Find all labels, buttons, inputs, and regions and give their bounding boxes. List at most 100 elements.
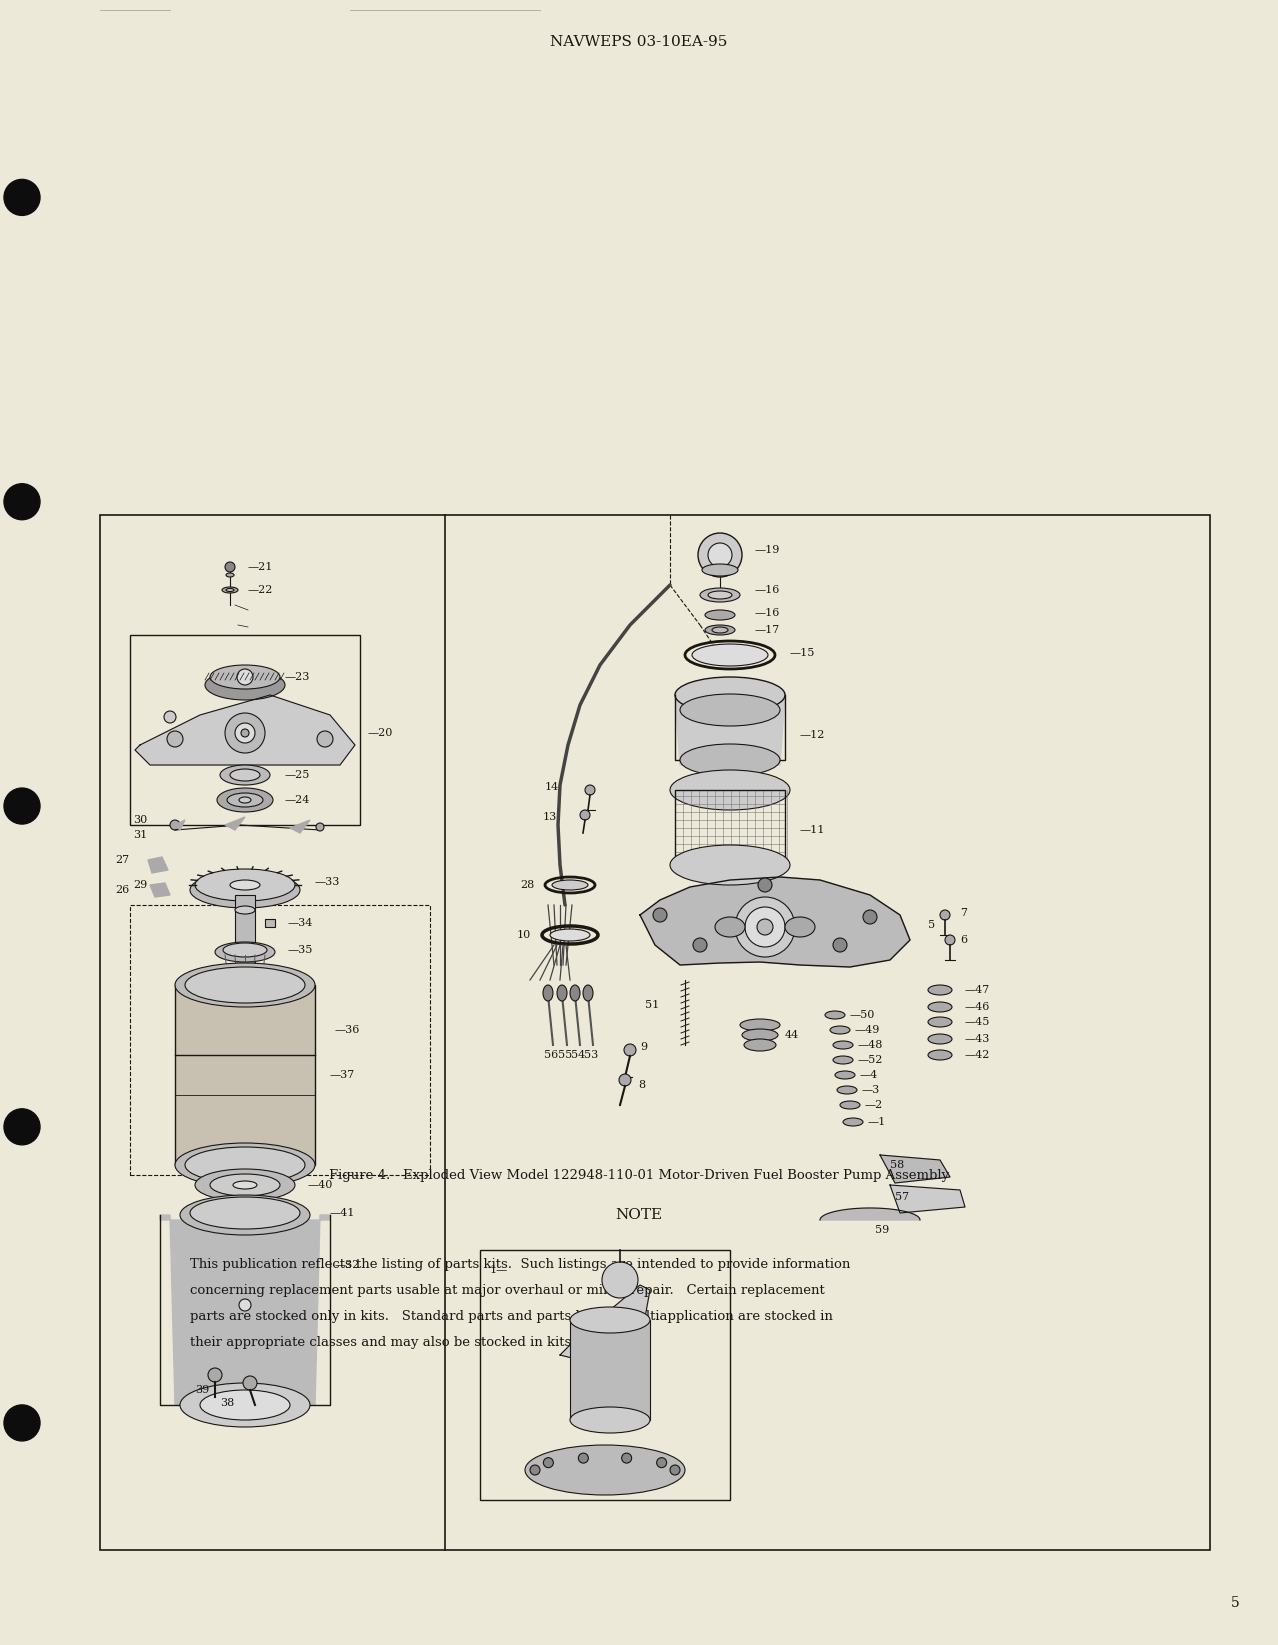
- Circle shape: [735, 897, 795, 957]
- Circle shape: [670, 1466, 680, 1476]
- Text: NOTE: NOTE: [616, 1207, 662, 1222]
- Ellipse shape: [833, 1056, 852, 1064]
- Text: 9: 9: [640, 1041, 647, 1053]
- Text: 44: 44: [785, 1030, 799, 1040]
- Circle shape: [653, 908, 667, 921]
- Circle shape: [4, 179, 40, 215]
- Ellipse shape: [550, 929, 590, 941]
- Ellipse shape: [557, 985, 567, 1002]
- Text: NAVWEPS 03-10EA-95: NAVWEPS 03-10EA-95: [551, 35, 727, 49]
- Ellipse shape: [680, 694, 780, 725]
- Text: —34: —34: [288, 918, 313, 928]
- Polygon shape: [160, 1216, 330, 1405]
- Circle shape: [4, 788, 40, 824]
- Circle shape: [602, 1262, 638, 1298]
- Circle shape: [225, 563, 235, 572]
- Text: 5: 5: [1231, 1596, 1240, 1610]
- Circle shape: [164, 711, 176, 724]
- Text: 13: 13: [543, 813, 557, 822]
- Text: 14: 14: [544, 781, 560, 791]
- Text: Figure 4.   Exploded View Model 122948-110-01 Motor-Driven Fuel Booster Pump Ass: Figure 4. Exploded View Model 122948-110…: [328, 1168, 950, 1181]
- Text: 27: 27: [115, 855, 129, 865]
- Text: 56: 56: [544, 1050, 558, 1059]
- Ellipse shape: [175, 1143, 314, 1188]
- Ellipse shape: [835, 1071, 855, 1079]
- Circle shape: [708, 543, 732, 568]
- Text: —48: —48: [858, 1040, 883, 1050]
- Text: 26: 26: [115, 885, 129, 895]
- Ellipse shape: [220, 765, 270, 785]
- Text: —43: —43: [965, 1035, 990, 1045]
- Ellipse shape: [543, 985, 553, 1002]
- Ellipse shape: [680, 744, 780, 776]
- Text: parts are stocked only in kits.   Standard parts and parts having multiapplicati: parts are stocked only in kits. Standard…: [190, 1309, 833, 1323]
- Ellipse shape: [204, 670, 285, 701]
- Circle shape: [543, 1457, 553, 1467]
- Ellipse shape: [700, 587, 740, 602]
- Polygon shape: [290, 819, 311, 832]
- Circle shape: [698, 533, 743, 577]
- Text: —15: —15: [790, 648, 815, 658]
- Circle shape: [4, 484, 40, 520]
- Bar: [130, 905, 429, 1175]
- Text: —49: —49: [855, 1025, 881, 1035]
- Text: 31: 31: [133, 831, 147, 841]
- Text: —12: —12: [800, 730, 826, 740]
- Ellipse shape: [833, 1041, 852, 1050]
- Text: —33: —33: [314, 877, 340, 887]
- Ellipse shape: [570, 1308, 651, 1332]
- Text: —4: —4: [860, 1069, 878, 1081]
- Text: —16: —16: [755, 586, 781, 595]
- Ellipse shape: [714, 916, 745, 938]
- Text: —50: —50: [850, 1010, 875, 1020]
- Ellipse shape: [239, 796, 250, 803]
- Text: —46: —46: [965, 1002, 990, 1012]
- Circle shape: [621, 1453, 631, 1462]
- Ellipse shape: [702, 564, 737, 576]
- Text: —25: —25: [285, 770, 311, 780]
- Circle shape: [530, 1466, 541, 1476]
- Text: —20: —20: [368, 729, 394, 739]
- Text: concerning replacement parts usable at major overhaul or minor repair.   Certain: concerning replacement parts usable at m…: [190, 1285, 824, 1296]
- Ellipse shape: [196, 1170, 295, 1201]
- Ellipse shape: [583, 985, 593, 1002]
- Ellipse shape: [843, 1119, 863, 1125]
- Ellipse shape: [185, 967, 305, 1003]
- Text: —42: —42: [965, 1050, 990, 1059]
- Ellipse shape: [175, 962, 314, 1007]
- Polygon shape: [675, 693, 785, 765]
- Ellipse shape: [230, 880, 259, 890]
- Text: —41: —41: [330, 1207, 355, 1217]
- Text: —35: —35: [288, 944, 313, 956]
- Text: 6: 6: [960, 934, 967, 944]
- Polygon shape: [150, 883, 170, 897]
- Polygon shape: [560, 1285, 651, 1360]
- Circle shape: [316, 822, 325, 831]
- Text: 1—: 1—: [489, 1265, 509, 1275]
- Circle shape: [167, 730, 183, 747]
- Circle shape: [4, 1109, 40, 1145]
- Ellipse shape: [217, 788, 273, 813]
- Ellipse shape: [190, 872, 300, 908]
- Ellipse shape: [829, 1026, 850, 1035]
- Circle shape: [208, 1369, 222, 1382]
- Ellipse shape: [222, 943, 267, 957]
- Ellipse shape: [705, 610, 735, 620]
- Text: 39: 39: [196, 1385, 210, 1395]
- Text: This publication reflects the listing of parts kits.  Such listings are intended: This publication reflects the listing of…: [190, 1258, 850, 1272]
- Text: 57: 57: [895, 1193, 909, 1202]
- Text: 54: 54: [571, 1050, 585, 1059]
- Ellipse shape: [691, 643, 768, 666]
- Circle shape: [4, 1405, 40, 1441]
- Bar: [265, 920, 275, 928]
- Ellipse shape: [570, 1406, 651, 1433]
- Ellipse shape: [570, 985, 580, 1002]
- Text: 30: 30: [133, 814, 147, 826]
- Polygon shape: [225, 818, 245, 831]
- Ellipse shape: [235, 906, 256, 915]
- Text: —3: —3: [861, 1086, 881, 1096]
- Ellipse shape: [928, 985, 952, 995]
- Circle shape: [235, 724, 256, 744]
- Ellipse shape: [226, 572, 234, 577]
- Ellipse shape: [928, 1002, 952, 1012]
